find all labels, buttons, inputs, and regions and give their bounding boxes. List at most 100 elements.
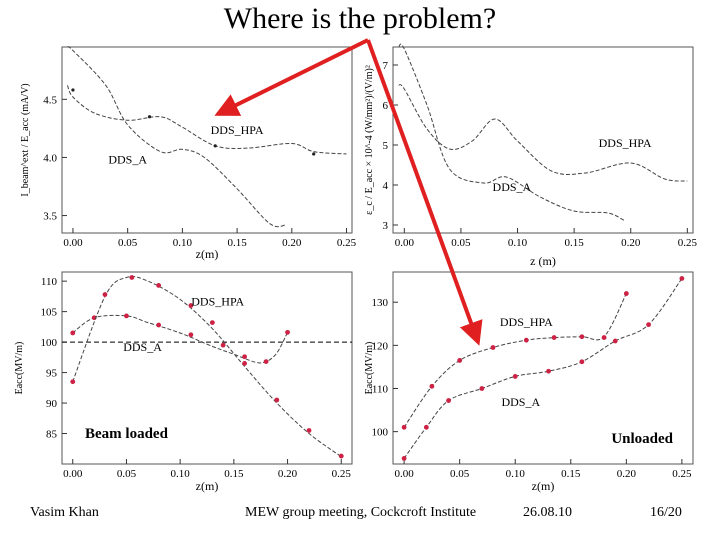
x-tick-label: 0.10 [506,468,526,480]
data-point [129,275,135,280]
data-point [338,453,344,459]
data-point [242,354,247,360]
panel-title: Beam loaded [85,426,169,442]
footer-date: 26.08.10 [523,505,572,520]
x-tick-label: 0.10 [173,237,193,249]
x-tick-label: 0.25 [332,468,352,480]
data-point [188,332,194,338]
series-annotation: DDS_HPA [500,315,553,329]
data-point [401,455,407,461]
x-tick-label: 0.15 [561,468,581,480]
data-point [71,88,75,92]
x-tick-label: 0.00 [63,468,83,480]
x-tick-label: 0.10 [171,468,191,480]
series-line-dds-hpa [67,85,347,155]
x-tick-label: 0.05 [451,237,471,249]
x-tick-label: 0.20 [282,237,302,249]
data-point [306,428,312,433]
data-point [70,330,76,336]
data-point [124,313,129,319]
x-tick-label: 0.05 [117,468,137,480]
series-annotation: DDS_A [493,180,532,194]
x-tick-label: 0.25 [337,237,357,249]
x-axis-label: z (m) [530,254,556,268]
panel-title: Unloaded [611,431,673,447]
data-point [579,334,585,340]
data-point [646,322,651,328]
x-tick-label: 0.25 [672,468,692,480]
x-tick-label: 0.15 [227,237,247,249]
x-axis-label: z(m) [196,247,219,261]
data-point [457,358,463,363]
series-annotation: DDS_HPA [211,123,264,137]
data-point [220,342,226,348]
data-point [490,345,496,350]
data-point [623,291,629,296]
x-axis-label: z(m) [532,479,555,493]
data-point [312,152,316,156]
x-tick-label: 0.00 [63,237,83,249]
y-tick-label: 100 [372,427,389,439]
plot-frame [392,271,694,465]
x-axis-label: z(m) [196,479,219,493]
y-tick-label: 100 [41,337,58,349]
y-axis-label: I_beam^ext / E_acc (mA/V) [20,83,31,196]
plot-frame [61,46,353,234]
x-tick-label: 0.00 [394,468,414,480]
chart-top-right: 0.00 0.05 0.10 0.15 0.20 0.25 3 4 5 6 7 DDS_HPA DDS_… [364,43,698,268]
problem-arrow-left [214,38,369,116]
chart-top-left: 0.00 0.05 0.10 0.15 0.20 0.25 3.5 4.0 4.5 DDS_HPA… [20,46,357,261]
problem-arrow-right [366,39,483,346]
y-tick-label: 3 [383,220,389,232]
series-annotation: DDS_HPA [599,136,652,150]
x-tick-label: 0.10 [508,237,528,249]
data-point [579,359,585,365]
data-point [546,368,551,374]
y-tick-label: 3.5 [43,211,57,223]
data-point [274,397,280,403]
y-tick-label: 90 [46,398,58,410]
data-point [213,144,217,148]
x-tick-label: 0.05 [450,468,470,480]
series-line-dds-a [403,278,683,459]
data-point [446,398,451,403]
y-tick-label: 120 [372,340,389,352]
series-line-dds-a [398,43,626,222]
data-point [512,374,518,379]
y-tick-label: 4 [383,180,389,192]
data-point [70,379,76,385]
data-point [263,359,269,364]
x-tick-label: 0.15 [224,468,244,480]
y-tick-label: 110 [41,276,58,288]
series-annotation: DDS_HPA [191,295,244,309]
x-tick-label: 0.20 [617,468,637,480]
y-tick-label: 95 [46,368,58,380]
series-line-dds-hpa [398,84,688,182]
data-point [679,276,685,281]
slide-title: Where is the problem? [223,2,497,35]
series-line-dds-a [72,275,342,458]
x-tick-label: 0.00 [395,237,415,249]
data-point [401,424,407,430]
series-annotation: DDS_A [501,395,540,409]
data-point [601,335,607,340]
y-axis-label: Eacc(MV/m) [14,342,25,395]
y-tick-label: 130 [372,297,389,309]
y-tick-label: 105 [41,307,58,319]
chart-bottom-left: 0.00 0.05 0.10 0.15 0.20 0.25 85 90 95 100 105 110 D… [14,271,353,493]
data-point [209,320,215,325]
footer-author: Vasim Khan [30,505,99,520]
plot-frame [392,46,694,234]
y-tick-label: 6 [383,100,389,112]
y-tick-label: 5 [383,140,389,152]
footer-event: MEW group meeting, Cockcroft Institute [245,505,477,520]
data-point [523,337,529,343]
series-annotation: DDS_A [108,152,147,166]
data-point [102,292,108,297]
x-tick-label: 0.15 [565,237,585,249]
data-point [156,322,162,328]
plot-frame [61,271,353,465]
x-tick-label: 0.25 [678,237,698,249]
series-line-dds-hpa [72,314,289,364]
